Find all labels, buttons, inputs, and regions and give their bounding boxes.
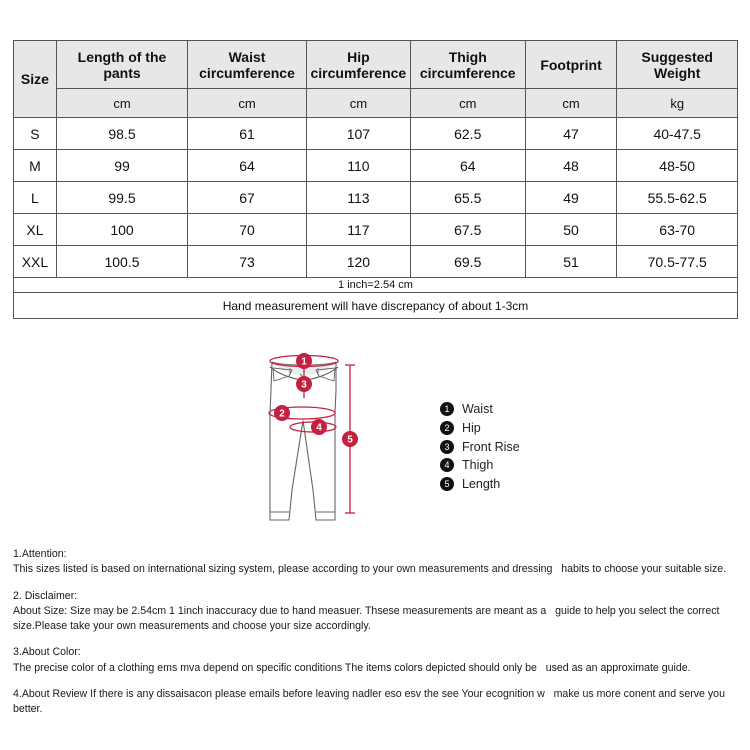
svg-text:1: 1 <box>301 357 307 368</box>
svg-text:3: 3 <box>301 380 307 391</box>
svg-text:4: 4 <box>316 423 322 434</box>
svg-text:5: 5 <box>347 435 353 446</box>
svg-text:2: 2 <box>279 409 285 420</box>
